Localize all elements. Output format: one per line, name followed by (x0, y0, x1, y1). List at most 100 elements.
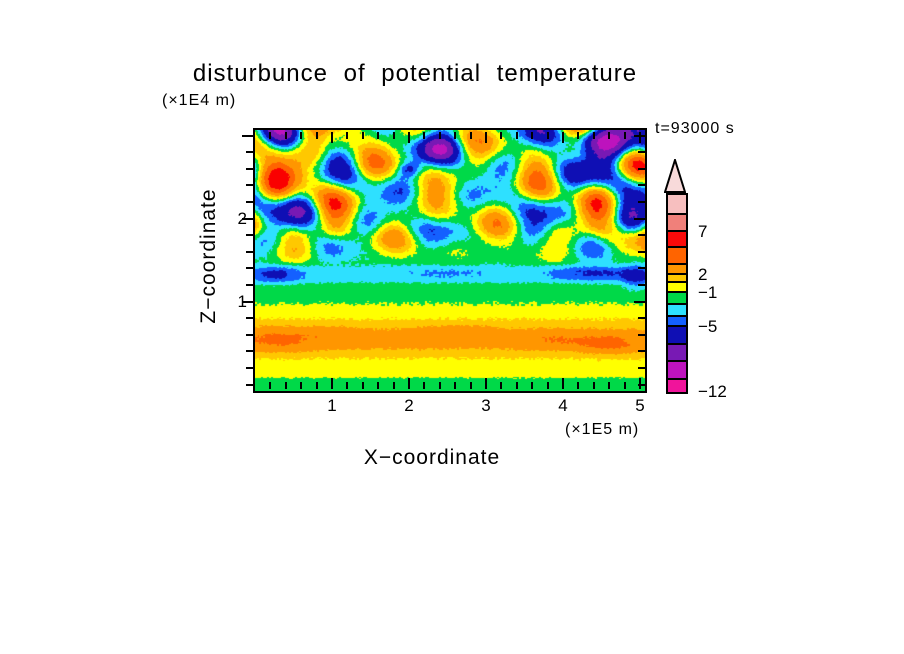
y-minor-tick (638, 383, 645, 386)
y-minor-tick (246, 350, 253, 353)
y-minor-tick (246, 250, 253, 253)
colorbar-segment (668, 265, 686, 275)
y-minor-tick (638, 333, 645, 336)
x-minor-tick (346, 132, 349, 139)
x-minor-tick (438, 132, 441, 139)
x-minor-tick (377, 132, 380, 139)
x-minor-tick (423, 132, 426, 139)
x-minor-tick (454, 382, 457, 389)
x-minor-tick (531, 382, 534, 389)
x-minor-tick (608, 382, 611, 389)
colorbar-segment (668, 283, 686, 293)
y-tick-label: 2 (237, 208, 247, 228)
y-minor-tick (638, 317, 645, 320)
x-axis-title: X−coordinate (363, 446, 501, 469)
x-minor-tick (315, 382, 318, 389)
colorbar-label: 2 (698, 265, 708, 284)
x-tick-label: 4 (558, 396, 568, 415)
x-tick-label: 1 (327, 396, 337, 415)
x-minor-tick (346, 382, 349, 389)
y-axis-title: Z−coordinate (197, 188, 220, 324)
colorbar-segment (668, 380, 686, 392)
x-tick-label: 5 (635, 396, 645, 415)
colorbar (666, 193, 688, 394)
x-major-tick (408, 378, 410, 389)
contour-field-canvas (255, 130, 645, 391)
colorbar-label: 7 (698, 222, 708, 241)
x-minor-tick (284, 132, 287, 139)
x-major-tick (408, 132, 410, 143)
colorbar-segment (668, 345, 686, 362)
x-minor-tick (500, 382, 503, 389)
x-major-tick (485, 132, 487, 143)
colorbar-label: −5 (698, 317, 718, 336)
y-minor-tick (638, 184, 645, 187)
colorbar-segment (668, 232, 686, 248)
x-minor-tick (500, 132, 503, 139)
y-major-tick (634, 134, 645, 137)
x-minor-tick (546, 382, 549, 389)
y-minor-tick (246, 167, 253, 170)
y-minor-tick (246, 184, 253, 187)
x-minor-tick (515, 382, 518, 389)
y-major-tick (242, 217, 253, 220)
x-minor-tick (469, 382, 472, 389)
time-annotation: t=93000 s (655, 120, 735, 137)
y-minor-tick (246, 383, 253, 386)
y-minor-tick (638, 250, 645, 253)
x-minor-tick (546, 132, 549, 139)
x-minor-tick (269, 132, 272, 139)
x-minor-tick (623, 382, 626, 389)
x-minor-tick (454, 132, 457, 139)
x-minor-tick (300, 132, 303, 139)
colorbar-label: −12 (698, 382, 727, 401)
x-minor-tick (315, 132, 318, 139)
x-minor-tick (361, 132, 364, 139)
y-minor-tick (638, 151, 645, 154)
y-minor-tick (246, 151, 253, 154)
x-minor-tick (623, 132, 626, 139)
colorbar-segment (668, 305, 686, 317)
y-minor-tick (246, 234, 253, 237)
x-major-tick (331, 132, 333, 143)
x-tick-label: 3 (481, 396, 491, 415)
x-minor-tick (269, 382, 272, 389)
colorbar-segment (668, 248, 686, 265)
x-minor-tick (531, 132, 534, 139)
colorbar-label: −1 (698, 283, 718, 302)
x-minor-tick (300, 382, 303, 389)
colorbar-segment (668, 195, 686, 215)
y-minor-tick (638, 350, 645, 353)
y-major-tick (634, 300, 645, 303)
y-minor-tick (246, 284, 253, 286)
y-minor-tick (638, 201, 645, 203)
x-minor-tick (592, 132, 595, 139)
x-major-tick (639, 378, 641, 389)
colorbar-segment (668, 215, 686, 232)
y-major-tick (242, 134, 253, 137)
x-major-tick (331, 378, 333, 389)
colorbar-segment (668, 317, 686, 327)
y-minor-tick (246, 333, 253, 336)
x-major-tick (562, 378, 564, 389)
x-minor-tick (392, 382, 395, 389)
y-minor-tick (246, 317, 253, 320)
x-minor-tick (577, 382, 580, 389)
y-minor-tick (638, 234, 645, 237)
y-minor-tick (638, 167, 645, 170)
colorbar-segment (668, 362, 686, 380)
y-axis-unit-label: (×1E4 m) (162, 92, 237, 109)
colorbar-segment (668, 327, 686, 345)
x-minor-tick (377, 382, 380, 389)
y-minor-tick (246, 267, 253, 270)
x-minor-tick (469, 132, 472, 139)
x-axis-unit-label: (×1E5 m) (565, 421, 640, 438)
x-minor-tick (423, 382, 426, 389)
y-minor-tick (638, 284, 645, 286)
x-minor-tick (361, 382, 364, 389)
x-major-tick (485, 378, 487, 389)
x-minor-tick (284, 382, 287, 389)
y-tick-label: 1 (237, 291, 247, 311)
x-major-tick (562, 132, 564, 143)
